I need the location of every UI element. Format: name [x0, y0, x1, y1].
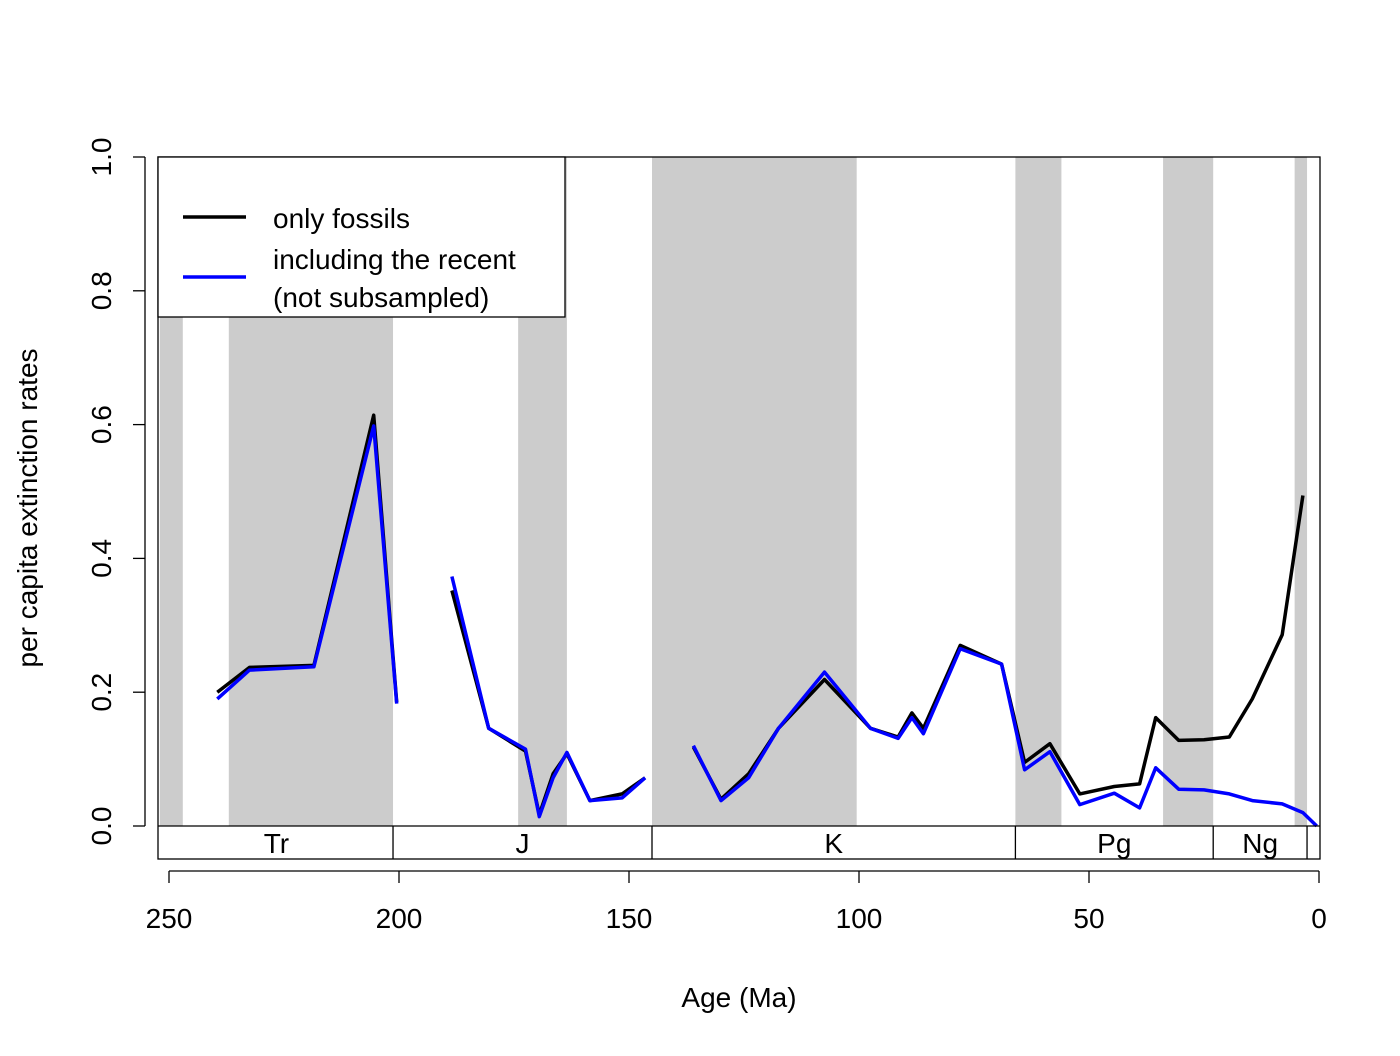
- legend-label-line-1: including the recent: [273, 244, 516, 275]
- x-tick-label-0: 0: [1311, 903, 1327, 934]
- x-tick-label-100: 100: [836, 903, 883, 934]
- period-label-Tr: Tr: [264, 828, 289, 859]
- shaded-band-6: [1294, 157, 1308, 826]
- legend-label-line-2: (not subsampled): [273, 282, 489, 313]
- legend-box: [157, 156, 566, 318]
- legend: only fossils including the recent (not su…: [157, 156, 566, 318]
- period-label-K: K: [824, 828, 843, 859]
- series-2-line-segment-3: [691, 646, 1318, 828]
- x-tick-label-200: 200: [376, 903, 423, 934]
- shaded-band-0: [159, 157, 183, 826]
- x-axis: 250 200 150 100 50 0: [146, 870, 1327, 934]
- legend-label-including-recent: including the recent (not subsampled): [273, 244, 516, 313]
- x-tick-label-150: 150: [606, 903, 653, 934]
- x-tick-label-250: 250: [146, 903, 193, 934]
- legend-label-only-fossils: only fossils: [273, 203, 410, 234]
- period-label-J: J: [516, 828, 530, 859]
- stage-bands: [159, 157, 1308, 826]
- x-axis-label: Age (Ma): [681, 982, 796, 1013]
- x-tick-label-50: 50: [1073, 903, 1104, 934]
- y-tick-label-0: 0.0: [86, 807, 117, 846]
- y-tick-label-4: 0.8: [86, 271, 117, 310]
- shaded-band-4: [1015, 157, 1062, 826]
- y-tick-label-5: 1.0: [86, 138, 117, 177]
- y-tick-label-2: 0.4: [86, 539, 117, 578]
- series-2-line-segment-1: [216, 424, 399, 704]
- plot-frame: [157, 156, 1321, 860]
- period-label-Pg: Pg: [1097, 828, 1131, 859]
- y-tick-label-1: 0.2: [86, 673, 117, 712]
- y-axis: 0.0 0.2 0.4 0.6 0.8 1.0: [86, 138, 146, 846]
- y-axis-label: per capita extinction rates: [12, 348, 43, 667]
- series-2-line-segment-2: [450, 576, 647, 819]
- data-lines: [216, 413, 1318, 828]
- shaded-band-5: [1163, 157, 1214, 826]
- y-tick-label-3: 0.6: [86, 405, 117, 444]
- shaded-band-3: [652, 157, 857, 826]
- period-label-Ng: Ng: [1242, 828, 1278, 859]
- period-bar: Tr J K Pg Ng: [158, 825, 1320, 859]
